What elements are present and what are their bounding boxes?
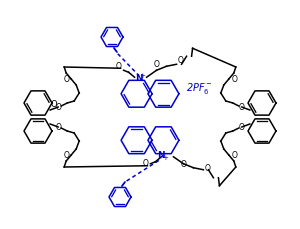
Text: O: O	[178, 56, 184, 65]
Text: O: O	[63, 74, 69, 84]
Text: O: O	[239, 123, 245, 131]
Text: +: +	[139, 73, 145, 79]
Text: O: O	[239, 103, 245, 112]
Text: +: +	[162, 155, 168, 161]
Text: 2PF$_6^-$: 2PF$_6^-$	[186, 82, 212, 96]
Text: O: O	[142, 159, 148, 168]
Text: O: O	[181, 160, 186, 169]
Text: O: O	[232, 74, 238, 84]
Text: N: N	[135, 74, 142, 83]
Text: O: O	[116, 62, 122, 71]
Text: O: O	[55, 123, 61, 131]
Text: O: O	[63, 150, 69, 160]
Text: O: O	[154, 60, 160, 69]
Text: N: N	[158, 151, 165, 160]
Text: O: O	[232, 150, 238, 160]
Text: O: O	[55, 103, 61, 112]
Text: O: O	[205, 164, 210, 173]
Text: O: O	[51, 100, 57, 109]
